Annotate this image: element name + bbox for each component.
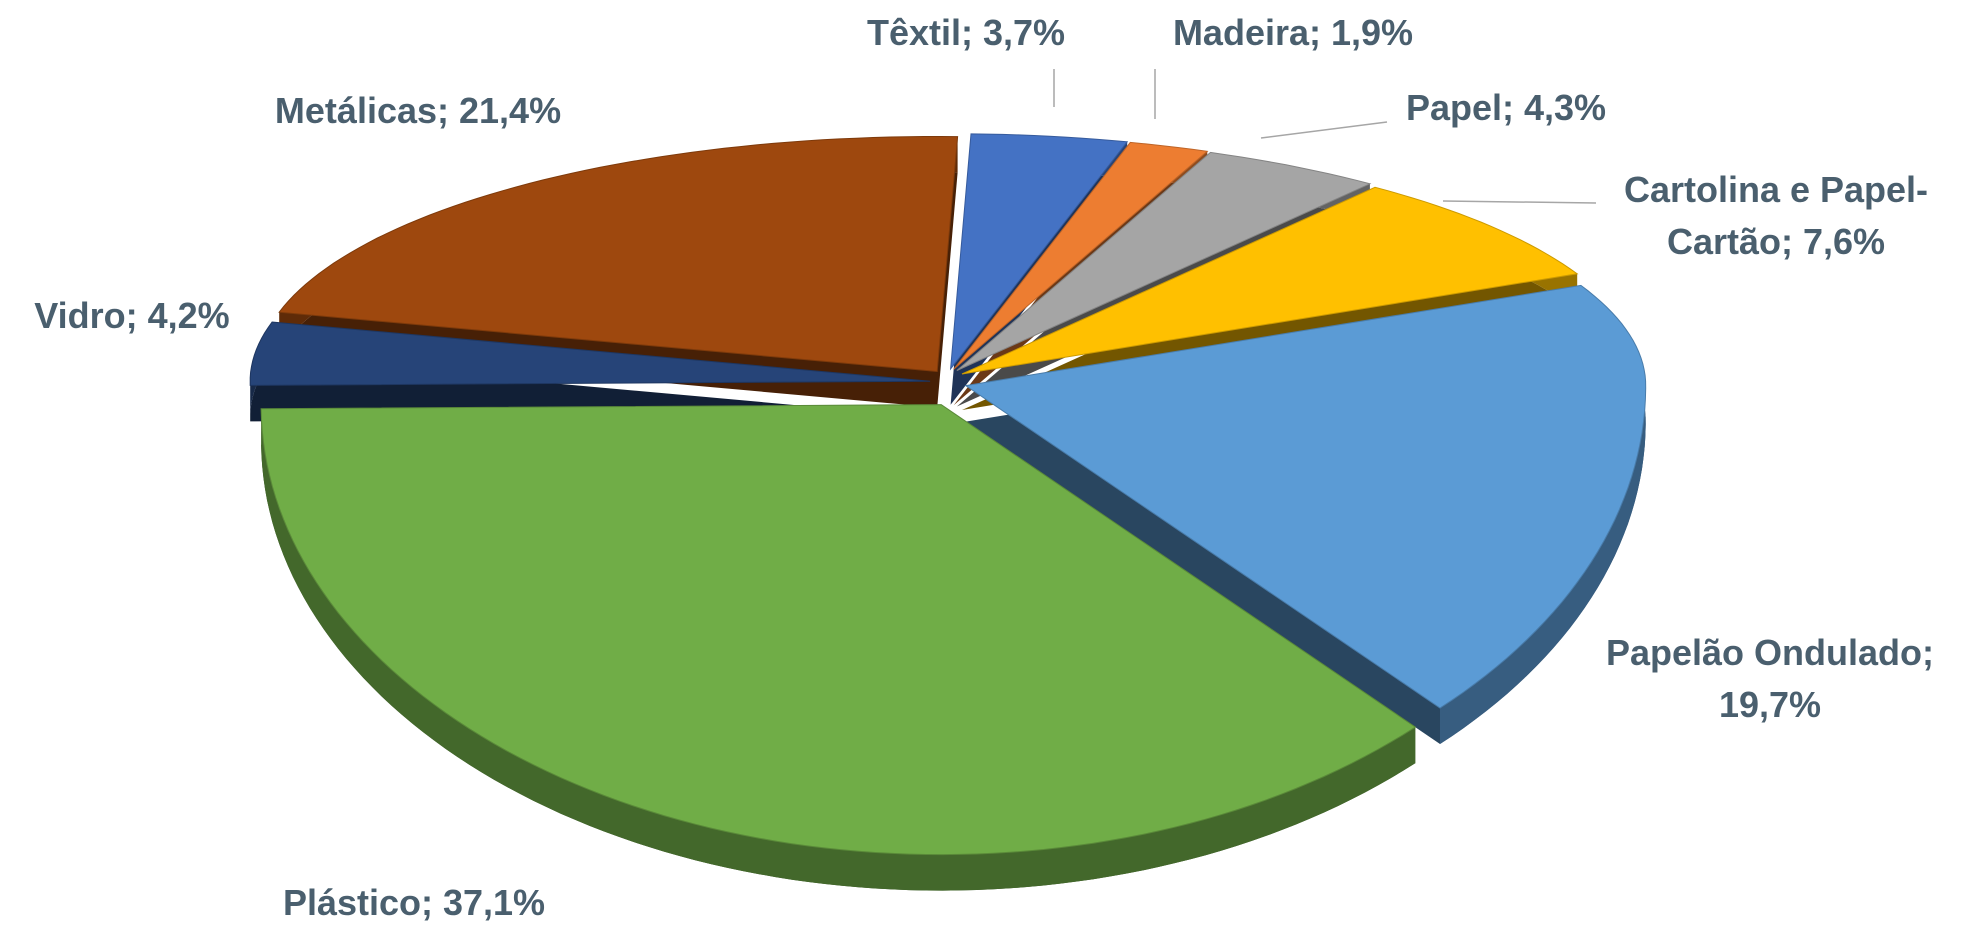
slice (956, 151, 1372, 371)
slice (249, 321, 931, 386)
slice (961, 186, 1579, 375)
slice (964, 284, 1647, 709)
data-label: Madeira; 1,9% (1173, 12, 1413, 53)
labels: Têxtil; 3,7% Madeira; 1,9% Papel; 4,3% Cart… (34, 12, 1934, 923)
data-label: Metálicas; 21,4% (275, 90, 561, 131)
leader-line (1260, 121, 1388, 139)
leader-line (1442, 200, 1597, 204)
slice-tops (249, 133, 1647, 856)
slice (278, 136, 959, 373)
slice (260, 404, 1417, 856)
data-label: Vidro; 4,2% (34, 295, 229, 336)
pie (249, 133, 1647, 891)
data-label: Cartolina e Papel-Cartão; 7,6% (1624, 169, 1928, 262)
data-label: Plástico; 37,1% (283, 882, 545, 923)
slice (953, 141, 1209, 370)
data-label: Papel; 4,3% (1406, 87, 1606, 128)
data-label: Papelão Ondulado; 19,7% (1606, 632, 1934, 725)
data-label: Têxtil; 3,7% (867, 12, 1065, 53)
slice (949, 133, 1129, 371)
